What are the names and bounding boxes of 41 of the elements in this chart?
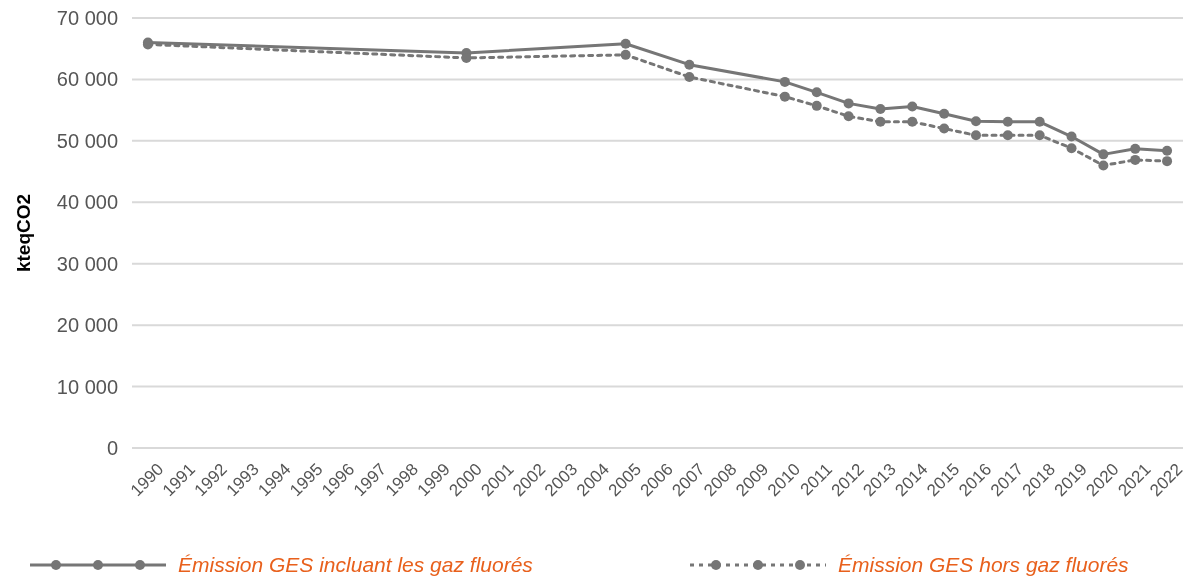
point	[939, 108, 950, 119]
point	[620, 38, 631, 49]
point	[684, 59, 695, 70]
point	[1098, 149, 1109, 160]
point	[843, 98, 854, 109]
point	[811, 87, 822, 98]
y-tick-label: 20 000	[56, 314, 118, 337]
point	[779, 76, 790, 87]
point	[779, 91, 790, 102]
y-tick-label: 60 000	[56, 68, 118, 91]
point	[684, 71, 695, 82]
y-tick-label: 10 000	[56, 375, 118, 398]
point	[1066, 131, 1077, 142]
point	[1130, 154, 1141, 165]
point	[875, 103, 886, 114]
point	[1034, 130, 1045, 141]
point	[875, 116, 886, 127]
legend-label: Émission GES incluant les gaz fluorés	[178, 553, 534, 576]
point	[843, 111, 854, 122]
point	[1066, 143, 1077, 154]
point	[811, 100, 822, 111]
point	[939, 123, 950, 134]
point	[1034, 116, 1045, 127]
y-tick-label: 50 000	[56, 129, 118, 152]
y-tick-label: 30 000	[56, 252, 118, 275]
point	[1130, 143, 1141, 154]
legend-label: Émission GES hors gaz fluorés	[838, 553, 1130, 576]
y-axis-title: kteqCO2	[13, 193, 34, 273]
point	[907, 116, 918, 127]
point	[1162, 145, 1173, 156]
y-tick-label: 70 000	[56, 7, 118, 29]
point	[970, 130, 981, 141]
point	[620, 49, 631, 60]
y-tick-label: 0	[106, 437, 118, 459]
point	[1162, 156, 1173, 167]
point	[970, 116, 981, 127]
point	[1098, 160, 1109, 171]
point	[1002, 116, 1013, 127]
point	[907, 101, 918, 112]
y-tick-label: 40 000	[56, 191, 118, 214]
point	[1002, 130, 1013, 141]
